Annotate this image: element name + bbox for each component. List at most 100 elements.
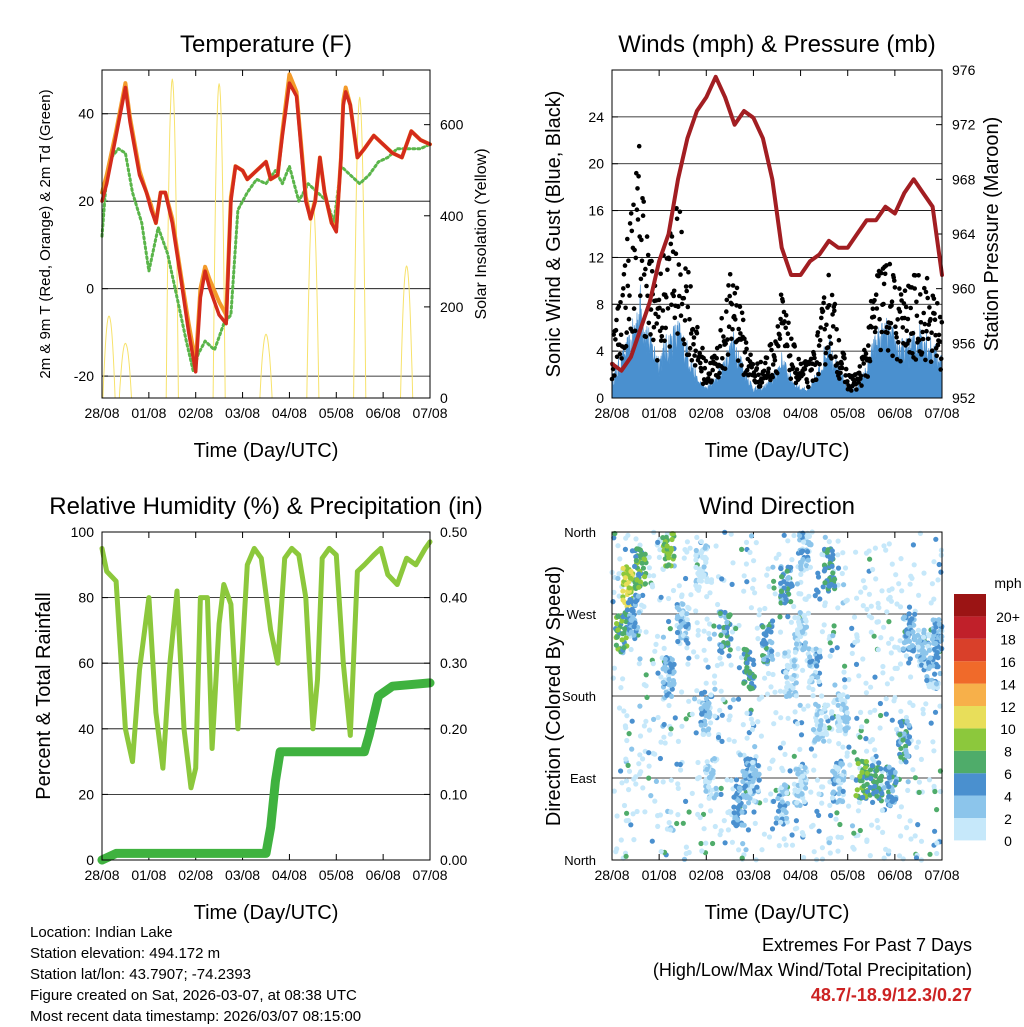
gust-point (626, 316, 632, 322)
direction-point (889, 717, 895, 723)
gust-point (920, 336, 926, 342)
gust-point (820, 308, 826, 314)
direction-point (623, 778, 630, 784)
colorbar-swatch (954, 795, 986, 818)
direction-point (761, 656, 767, 663)
direction-point (875, 825, 881, 831)
direction-point (695, 632, 701, 638)
gust-point (613, 337, 618, 342)
direction-point (784, 680, 790, 686)
direction-point (884, 609, 890, 615)
wind-pressure-panel: Winds (mph) & Pressure (mb) Time (Day/UTC… (543, 31, 1003, 462)
gust-point (627, 293, 632, 298)
direction-point (665, 551, 672, 557)
direction-point (615, 613, 621, 620)
direction-point (833, 816, 839, 822)
direction-point (883, 711, 889, 717)
gust-point (724, 297, 730, 303)
direction-point (936, 617, 942, 623)
gust-point (748, 352, 753, 358)
direction-point (674, 820, 680, 827)
gust-point (709, 378, 714, 384)
y-axis-label: Percent & Total Rainfall (33, 592, 55, 800)
direction-point (622, 546, 629, 553)
direction-point (877, 700, 884, 707)
direction-point (750, 759, 756, 766)
gust-point (645, 293, 650, 299)
gust-point (898, 292, 904, 297)
direction-point (806, 684, 812, 691)
gust-point (834, 327, 839, 332)
gust-point (866, 343, 871, 348)
direction-point (689, 790, 695, 797)
direction-point (832, 576, 838, 582)
gust-point (849, 388, 854, 393)
plot-border (611, 69, 943, 399)
direction-point (740, 768, 746, 775)
direction-point (649, 838, 655, 844)
direction-point (705, 664, 711, 670)
gust-point (627, 221, 633, 226)
direction-point (740, 778, 746, 785)
direction-point (744, 660, 750, 666)
gust-point (625, 283, 631, 289)
direction-point (618, 837, 624, 843)
direction-point (693, 730, 699, 736)
direction-point (780, 767, 786, 774)
colorbar-label: 18 (1000, 632, 1016, 648)
direction-point (810, 693, 816, 699)
colorbar-swatch (954, 683, 986, 706)
gust-point (665, 306, 671, 311)
gust-point (654, 321, 659, 326)
direction-point (683, 844, 690, 850)
direction-point (660, 779, 666, 785)
gust-point (735, 358, 741, 363)
direction-point (722, 840, 728, 846)
direction-point (735, 646, 741, 652)
direction-point (622, 575, 629, 581)
direction-point (766, 834, 773, 840)
gust-point (928, 316, 933, 322)
direction-point (702, 554, 708, 561)
direction-point (775, 808, 782, 814)
direction-point (855, 760, 861, 767)
gust-point (622, 263, 628, 268)
gust-point (611, 332, 616, 337)
direction-point (718, 791, 724, 798)
direction-point (713, 543, 719, 549)
gust-point (903, 304, 909, 310)
gust-point (829, 356, 834, 361)
gust-point (671, 288, 677, 294)
direction-point (698, 840, 704, 847)
direction-point (633, 558, 640, 564)
direction-point (907, 700, 913, 706)
direction-point (724, 777, 730, 783)
gust-point (739, 363, 744, 368)
direction-point (869, 822, 875, 828)
y-tick-label: 100 (71, 524, 95, 540)
y-tick-label: East (570, 771, 596, 786)
direction-point (636, 584, 642, 590)
direction-point (706, 731, 712, 738)
direction-point (874, 619, 880, 625)
direction-point (801, 799, 808, 805)
direction-point (854, 715, 860, 721)
direction-point (899, 588, 905, 594)
direction-point (815, 674, 821, 681)
colorbar-label: 6 (1004, 766, 1012, 782)
direction-point (786, 690, 792, 696)
gust-point (938, 356, 944, 362)
direction-point (669, 536, 675, 543)
direction-point (694, 534, 700, 541)
colorbar-swatch (954, 616, 986, 639)
gust-point (695, 324, 700, 330)
gust-point (675, 331, 680, 336)
direction-point (649, 584, 656, 590)
direction-point (830, 633, 836, 639)
chart-title: Wind Direction (699, 493, 855, 520)
direction-point (782, 650, 788, 656)
gust-point (802, 366, 808, 372)
direction-point (666, 618, 672, 625)
station-info: Location: Indian Lake Station elevation:… (30, 922, 361, 1027)
direction-point (643, 718, 649, 724)
